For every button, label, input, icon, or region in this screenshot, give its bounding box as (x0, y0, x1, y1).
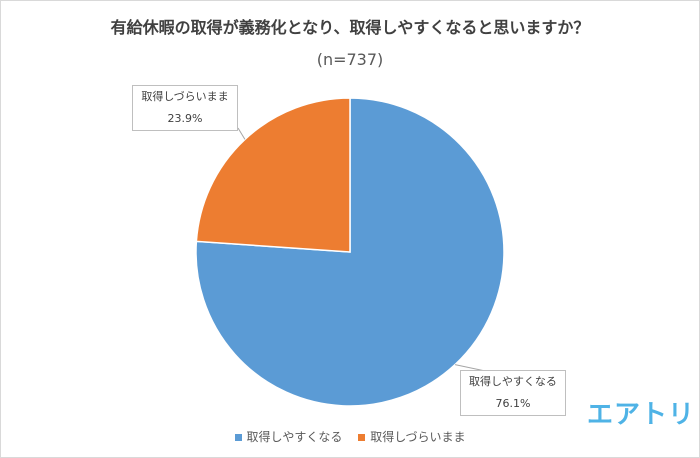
slice-label-box-1: 取得しづらいまま 23.9% (132, 85, 238, 131)
leader-line-1 (237, 127, 246, 140)
legend-swatch (234, 434, 242, 441)
chart-subtitle: (n=737) (316, 50, 384, 69)
legend-item: 取得しやすくなる (234, 428, 343, 445)
chart-title: 有給休暇の取得が義務化となり、取得しやすくなると思いますか？ (110, 18, 590, 37)
brand-logo: エアトリ (587, 400, 696, 430)
slice-label-value: 23.9% (167, 112, 203, 125)
legend-swatch (358, 434, 366, 441)
slice-label-value: 76.1% (495, 397, 531, 410)
legend-label: 取得しづらいまま (370, 430, 466, 444)
legend: 取得しやすくなる 取得しづらいまま (0, 428, 700, 445)
legend-label: 取得しやすくなる (246, 430, 343, 444)
legend-item: 取得しづらいまま (358, 428, 466, 445)
pie-slice-1 (195, 97, 351, 253)
slice-label-category: 取得しやすくなる (469, 375, 557, 388)
slice-label-box-0: 取得しやすくなる 76.1% (460, 370, 566, 416)
slice-label-category: 取得しづらいまま (141, 90, 229, 103)
